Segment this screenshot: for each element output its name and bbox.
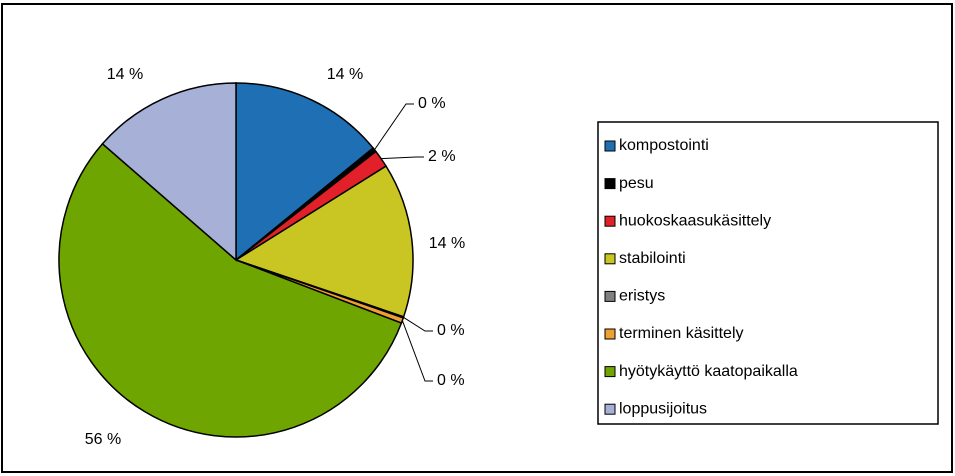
leader-line — [401, 320, 433, 382]
legend-label: loppusijoitus — [619, 400, 707, 417]
legend-label: huokoskaasukäsittely — [619, 212, 771, 229]
leader-line — [403, 316, 433, 332]
legend-swatch — [604, 403, 616, 415]
legend-swatch — [604, 178, 616, 190]
leader-line — [374, 103, 414, 151]
legend-swatch — [604, 290, 616, 302]
legend-swatch — [604, 140, 616, 152]
pie-slice — [58, 142, 403, 438]
pie-slice — [101, 82, 237, 262]
data-label: 0 % — [437, 372, 465, 389]
legend-box — [597, 121, 939, 425]
data-label: 14 % — [327, 66, 363, 83]
legend-swatch — [604, 328, 616, 340]
data-label: 14 % — [107, 66, 143, 83]
data-label: 14 % — [429, 235, 465, 252]
legend-swatch — [604, 215, 616, 227]
data-label: 0 % — [437, 322, 465, 339]
pie-slice — [234, 165, 414, 318]
legend-label: terminen käsittely — [619, 325, 744, 342]
legend-label: pesu — [619, 175, 654, 192]
legend-swatch — [604, 366, 616, 378]
legend-label: kompostointi — [619, 137, 709, 154]
legend-label: hyötykäyttö kaatopaikalla — [619, 363, 798, 380]
legend-label: stabilointi — [619, 250, 686, 267]
pie-slice — [235, 82, 375, 262]
legend-swatch — [604, 253, 616, 265]
data-label: 2 % — [428, 148, 456, 165]
leader-line — [381, 156, 424, 160]
data-label: 0 % — [418, 95, 446, 112]
data-label: 56 % — [85, 431, 121, 448]
legend-label: eristys — [619, 288, 665, 305]
